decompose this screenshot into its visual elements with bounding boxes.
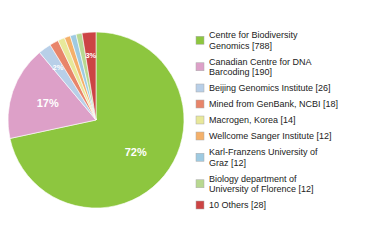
legend-label: 10 Others [28] [209,200,266,210]
legend-entry: Canadian Centre for DNABarcoding [190] [196,57,312,78]
legend-entry: Biology department ofUniversity of Flore… [196,174,314,195]
legend: Centre for BiodiversityGenomics [788] Can… [196,30,338,210]
data-label: 17% [37,97,59,109]
pie [8,32,184,208]
legend-entry: Karl-Franzens University ofGraz [12] [196,147,318,168]
legend-label: Karl-Franzens University ofGraz [12] [209,147,318,168]
legend-label: Biology department ofUniversity of Flore… [209,174,314,195]
legend-entry: 10 Others [28] [196,200,266,210]
legend-swatch [196,116,204,124]
legend-label: Beijing Genomics Institute [26] [209,83,331,93]
legend-entry: Centre for BiodiversityGenomics [788] [196,30,298,51]
legend-label: Macrogen, Korea [14] [209,115,296,125]
legend-label: Mined from GenBank, NCBI [18] [209,99,338,109]
legend-swatch [196,84,204,92]
legend-swatch [196,201,204,209]
data-label: 72% [125,146,147,158]
data-label: 2% [53,63,64,72]
legend-label: Centre for BiodiversityGenomics [788] [209,30,298,51]
legend-entry: Macrogen, Korea [14] [196,115,296,125]
data-labels: 72% 17% 2% 3% [37,51,147,158]
data-label: 3% [85,51,96,60]
chart: 72% 17% 2% 3% Centre for BiodiversityGenomic… [0,0,380,240]
legend-label: Wellcome Sanger Institute [12] [209,131,331,141]
legend-entry: Beijing Genomics Institute [26] [196,83,331,93]
legend-swatch [196,63,204,71]
legend-label: Canadian Centre for DNABarcoding [190] [209,57,312,78]
legend-entry: Wellcome Sanger Institute [12] [196,131,331,141]
legend-swatch [196,100,204,108]
legend-entry: Mined from GenBank, NCBI [18] [196,99,338,109]
legend-swatch [196,180,204,188]
legend-swatch [196,132,204,140]
legend-swatch [196,36,204,44]
legend-swatch [196,153,204,161]
pie-slice [82,32,96,120]
